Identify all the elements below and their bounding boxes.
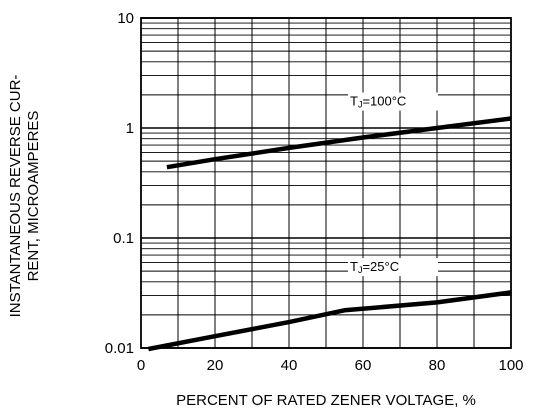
x-tick-label: 60 xyxy=(355,357,372,374)
plot-frame xyxy=(140,17,512,349)
x-tick-label: 20 xyxy=(207,357,224,374)
tick-labels: 0 20 40 60 80 100 0.01 0.1 1 10 xyxy=(105,10,524,374)
y-tick-label: 0.1 xyxy=(113,230,134,247)
y-axis-title-line-1: INSTANTANEOUS REVERSE CUR- xyxy=(7,75,24,318)
x-tick-label: 0 xyxy=(137,357,145,374)
grid-minor xyxy=(141,18,511,348)
series-line-2 xyxy=(147,290,512,352)
series-layer xyxy=(147,116,512,352)
x-axis-title: PERCENT OF RATED ZENER VOLTAGE, % xyxy=(176,392,476,409)
series-line-1 xyxy=(166,116,512,170)
series-labels: TJ=100°C TJ=25°C xyxy=(348,92,438,277)
series-label-2: TJ=25°C xyxy=(350,259,399,275)
x-tick-label: 80 xyxy=(429,357,446,374)
series-label-bg xyxy=(348,258,438,277)
y-tick-label: 1 xyxy=(126,120,134,137)
y-axis-title: INSTANTANEOUS REVERSE CUR- RENT, MICROAM… xyxy=(7,75,42,318)
series-label-bg xyxy=(348,92,438,111)
y-tick-label: 10 xyxy=(117,10,134,27)
x-tick-label: 100 xyxy=(498,357,523,374)
series-label-1: TJ=100°C xyxy=(350,94,406,110)
y-tick-label: 0.01 xyxy=(105,340,134,357)
y-axis-title-line-2: RENT, MICROAMPERES xyxy=(25,111,42,282)
x-tick-label: 40 xyxy=(281,357,298,374)
